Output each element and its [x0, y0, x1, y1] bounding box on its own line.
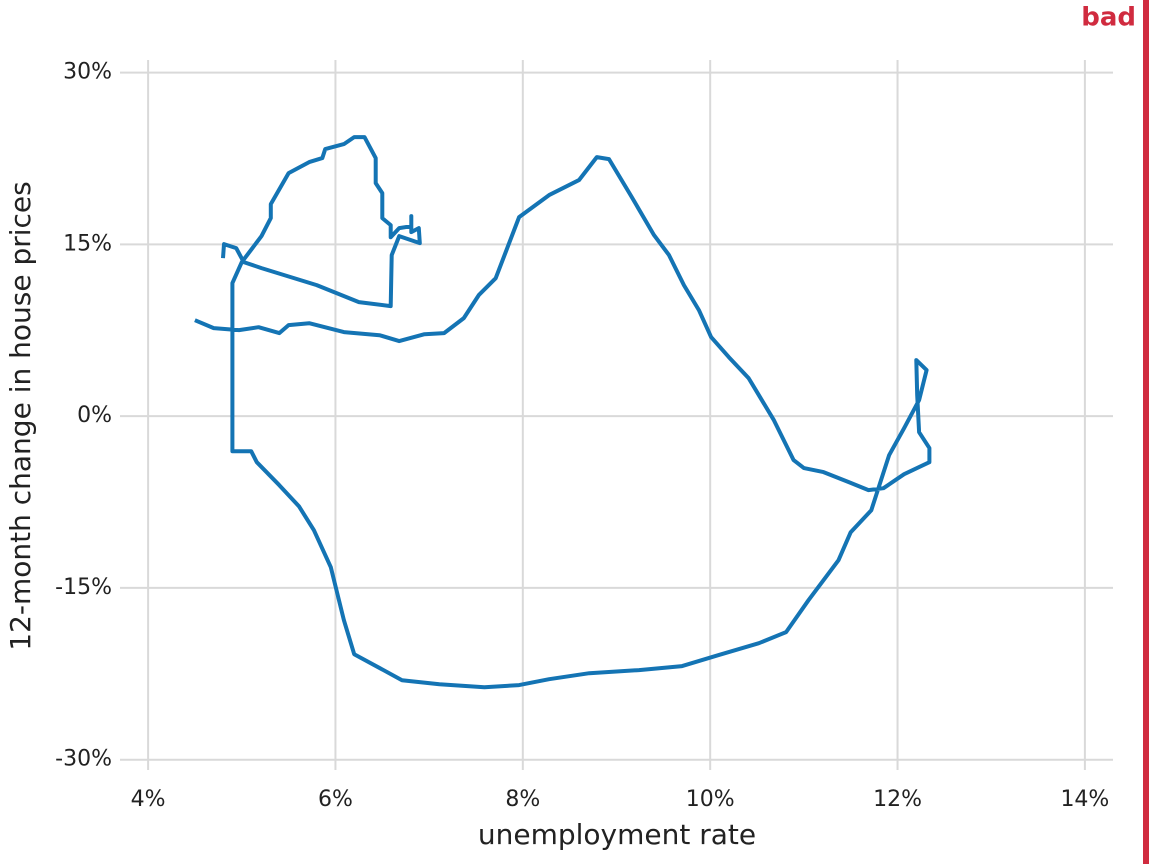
x-tick-label: 14% — [1060, 787, 1109, 812]
x-tick-label: 4% — [131, 787, 166, 812]
y-tick-label: 15% — [63, 231, 112, 256]
x-tick-label: 10% — [686, 787, 735, 812]
y-tick-label: 30% — [63, 60, 112, 85]
annotation: bad — [1081, 3, 1136, 33]
y-tick-label: -30% — [55, 747, 112, 772]
x-tick-label: 12% — [873, 787, 922, 812]
data-line — [194, 135, 932, 690]
x-tick-label: 6% — [318, 787, 353, 812]
x-tick-label: 8% — [505, 787, 540, 812]
y-tick-label: 0% — [77, 403, 112, 428]
frame-bar — [1143, 0, 1149, 864]
y-tick-label: -15% — [55, 575, 112, 600]
y-axis-title: 12-month change in house prices — [4, 181, 37, 651]
x-axis-title: unemployment rate — [478, 818, 756, 851]
